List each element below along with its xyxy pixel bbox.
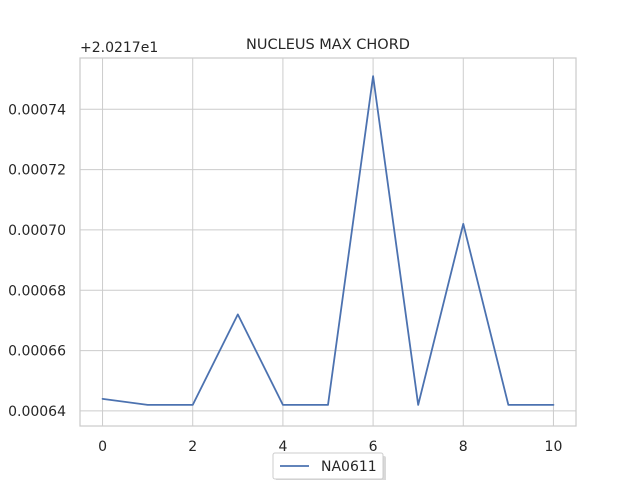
series-layer	[101, 75, 555, 406]
x-tick-label: 0	[98, 439, 107, 455]
x-tick-label: 4	[278, 439, 287, 455]
y-tick-label: 0.00066	[8, 344, 66, 360]
series-line-na0611	[101, 75, 555, 406]
x-tick-label: 8	[459, 439, 468, 455]
x-tick-label: 10	[545, 439, 563, 455]
x-tick-label: 2	[188, 439, 197, 455]
y-tick-label: 0.00068	[8, 283, 66, 299]
y-tick-label: 0.00070	[8, 223, 66, 239]
y-tick-label: 0.00074	[8, 102, 66, 118]
legend-label: NA0611	[321, 459, 377, 475]
x-tick-label: 6	[369, 439, 378, 455]
plot-area-frame	[79, 57, 577, 427]
tick-labels: 0 2 4 6 8 10 0.00064 0.00066 0.00068 0.00070 0.000…	[8, 102, 562, 455]
chart-title: NUCLEUS MAX CHORD	[246, 37, 410, 53]
y-tick-label: 0.00072	[8, 163, 66, 179]
legend: NA0611	[272, 452, 386, 480]
grid-lines	[80, 58, 576, 426]
y-offset-label: +2.0217e1	[80, 40, 158, 56]
y-tick-label: 0.00064	[8, 404, 66, 420]
